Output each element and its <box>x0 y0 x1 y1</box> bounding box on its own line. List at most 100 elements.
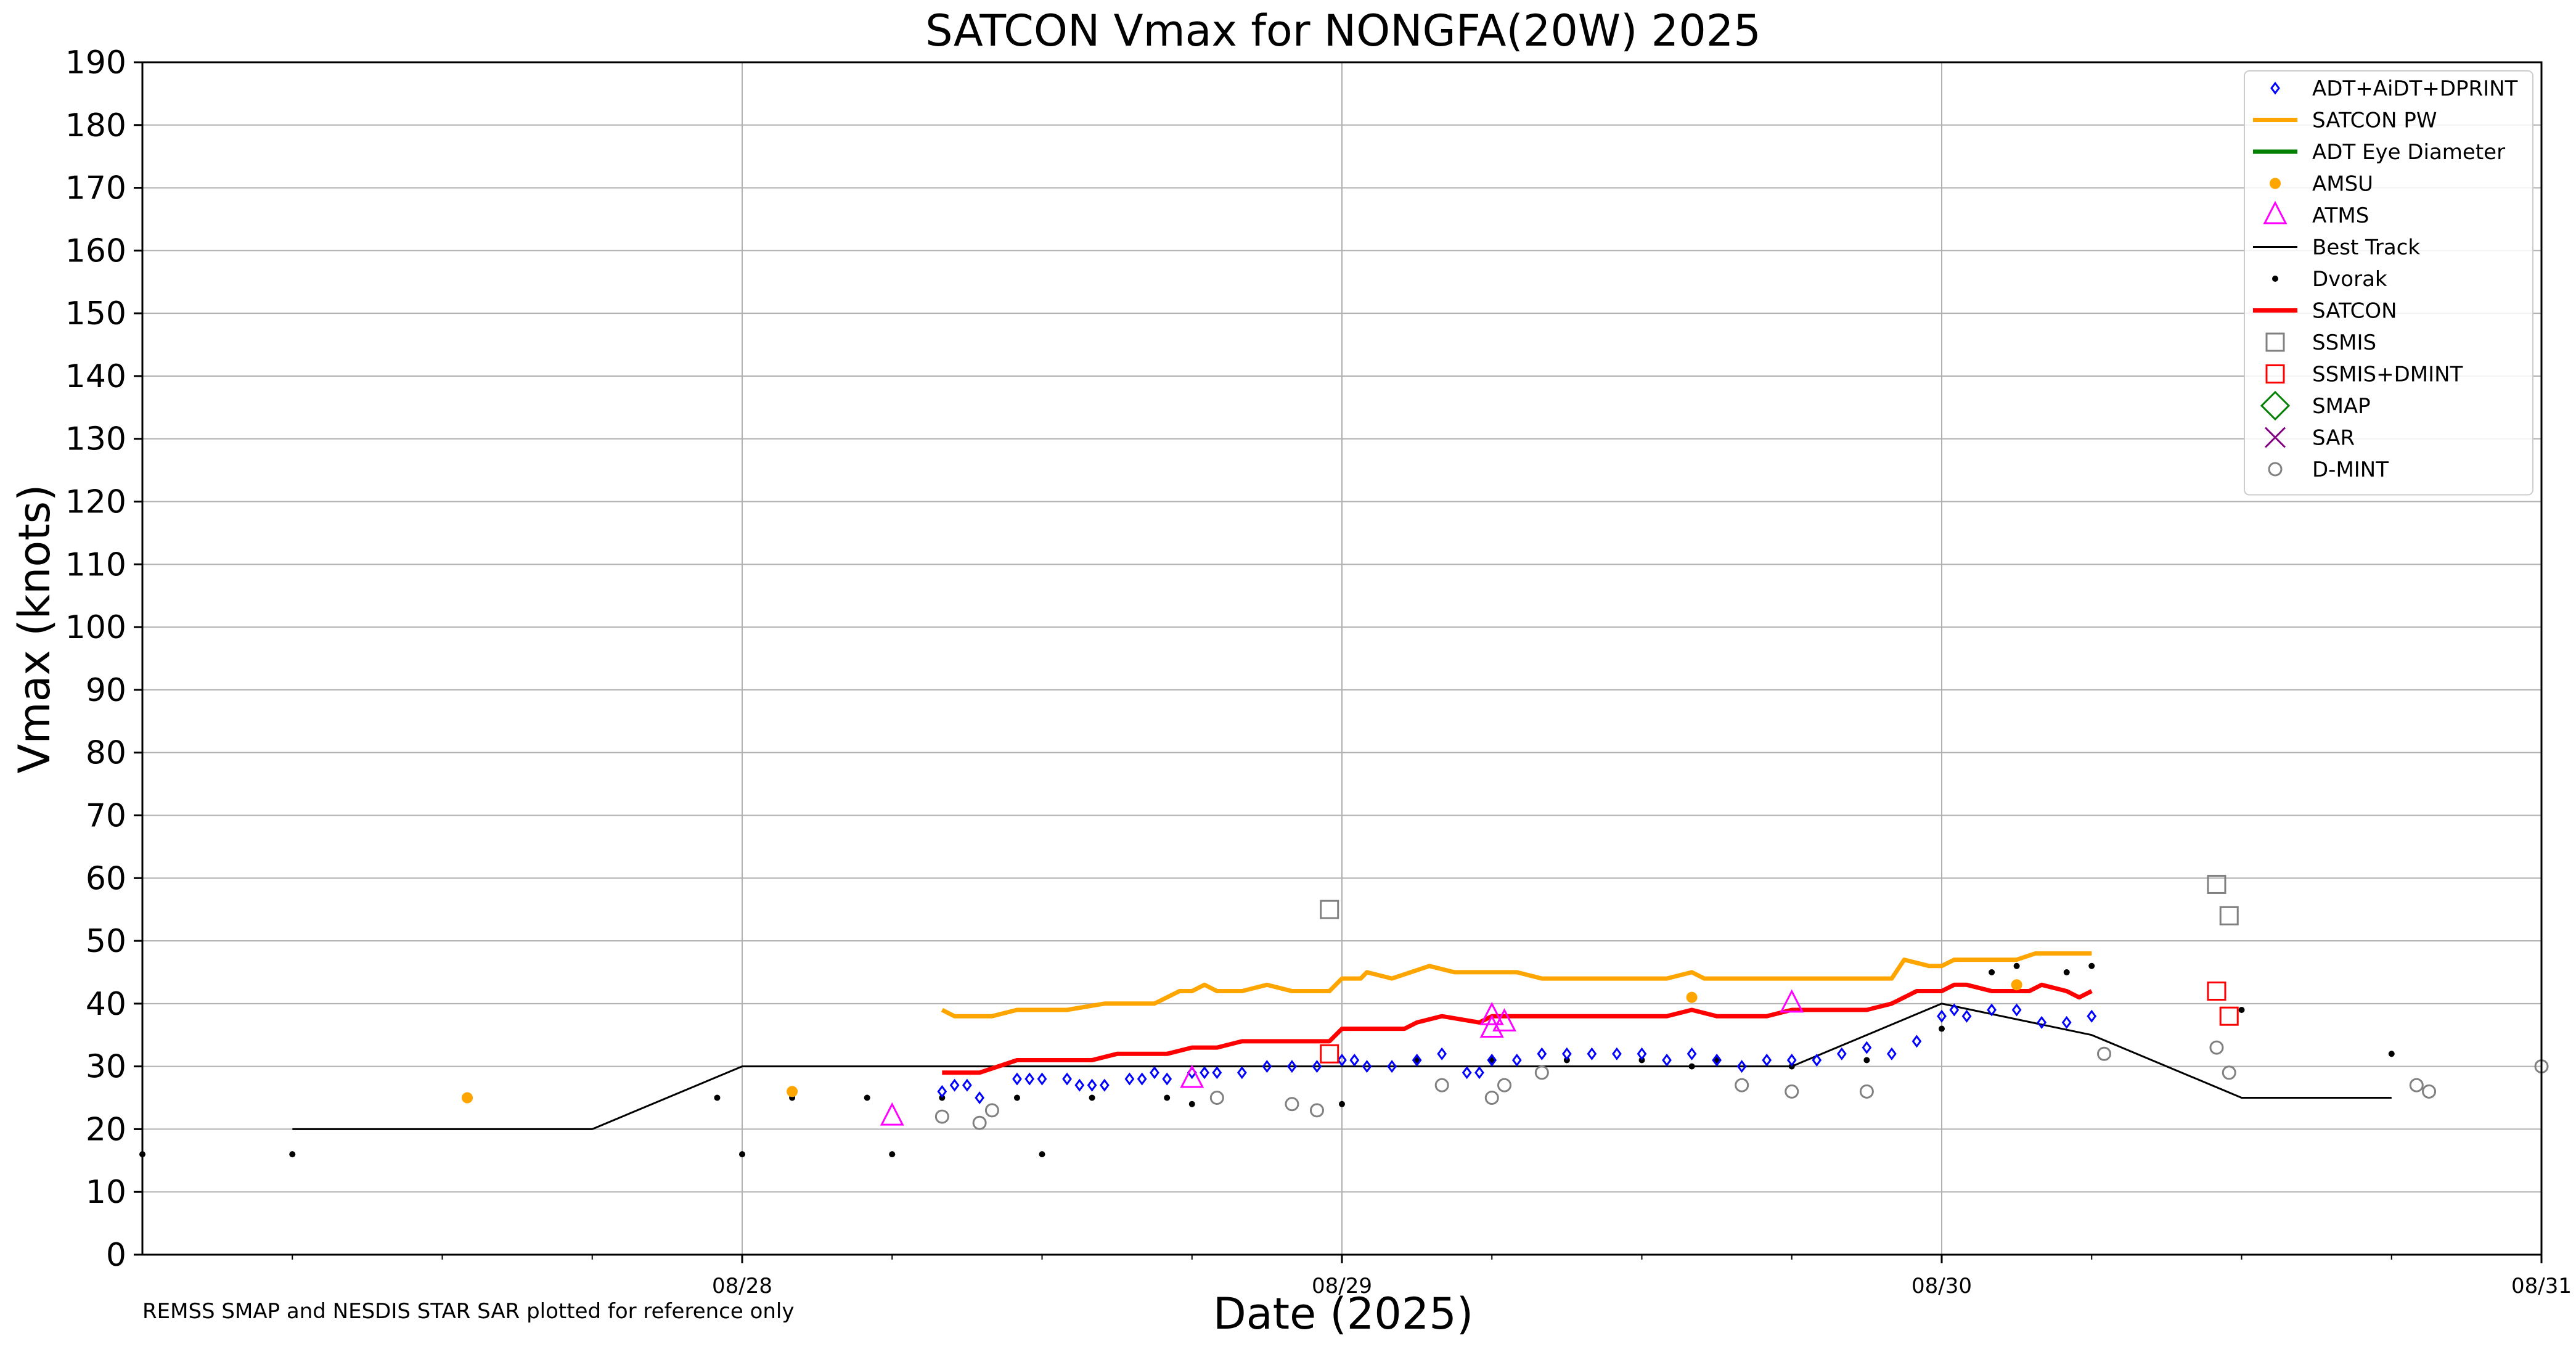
adt-aidt-dprint-point <box>1150 1066 1159 1080</box>
adt-aidt-dprint-point <box>2087 1009 2097 1023</box>
adt-aidt-dprint-point <box>1037 1072 1047 1086</box>
y-tick-label: 130 <box>65 421 126 458</box>
adt-aidt-dprint-point <box>1362 1060 1372 1073</box>
adt-aidt-dprint-point <box>1462 1066 1472 1080</box>
series-d-mint <box>934 1040 2549 1130</box>
y-tick-label: 70 <box>86 797 126 834</box>
d-mint-point <box>2422 1084 2437 1099</box>
atms-point <box>1180 1064 1204 1088</box>
atms-point <box>1479 1001 1504 1025</box>
legend-label: Dvorak <box>2312 267 2387 292</box>
adt-aidt-dprint-point <box>1287 1060 1297 1073</box>
adt-aidt-dprint-point <box>1337 1053 1347 1067</box>
legend-label: ATMS <box>2312 203 2369 228</box>
adt-aidt-dprint-point <box>1937 1009 1947 1023</box>
adt-aidt-dprint-point <box>1349 1053 1360 1067</box>
y-tick-label: 30 <box>86 1049 126 1086</box>
d-mint-point <box>2209 1040 2224 1055</box>
adt-aidt-dprint-point <box>962 1078 972 1092</box>
adt-aidt-dprint-point <box>1961 1009 1972 1023</box>
legend-label: SMAP <box>2312 394 2371 419</box>
legend-item-ssmis-dmint: SSMIS+DMINT <box>2265 363 2463 387</box>
adt-aidt-dprint-point <box>1662 1053 1672 1067</box>
y-tick-label: 80 <box>86 735 126 772</box>
y-tick-label: 40 <box>86 986 126 1023</box>
y-tick-label: 140 <box>65 358 126 395</box>
adt-aidt-dprint-point <box>949 1078 960 1092</box>
adt-aidt-dprint-point <box>1712 1053 1722 1067</box>
atms-point <box>1492 1008 1516 1031</box>
x-axis-label: Date (2025) <box>1213 1289 1473 1339</box>
legend-box <box>2244 70 2533 496</box>
legend-label: ADT Eye Diameter <box>2312 140 2505 165</box>
adt-aidt-dprint-point <box>1474 1066 1484 1080</box>
dvorak-point <box>2238 1007 2245 1014</box>
atms-point <box>1780 989 1804 1013</box>
y-tick-label: 110 <box>65 546 126 583</box>
y-tick-label: 180 <box>65 107 126 144</box>
legend-swatch <box>2264 427 2286 448</box>
legend-item-adt-aidt-dprint: ADT+AiDT+DPRINT <box>2270 76 2518 101</box>
y-tick-label: 160 <box>65 232 126 269</box>
adt-aidt-dprint-point <box>1212 1066 1222 1080</box>
d-mint-point <box>1484 1091 1499 1105</box>
dvorak-point <box>1188 1101 1195 1107</box>
d-mint-point <box>1309 1103 1324 1118</box>
d-mint-point <box>934 1109 949 1124</box>
legend-label: SSMIS <box>2312 330 2376 355</box>
dvorak-point <box>1039 1151 1045 1158</box>
dvorak-point <box>2388 1051 2395 1057</box>
legend-label: ADT+AiDT+DPRINT <box>2312 76 2518 101</box>
adt-aidt-dprint-point <box>1137 1072 1147 1086</box>
legend-label: SAR <box>2312 426 2355 451</box>
y-tick-label: 60 <box>86 860 126 897</box>
d-mint-point <box>2222 1065 2236 1080</box>
dvorak-point <box>864 1094 870 1101</box>
dvorak-point <box>1688 1063 1695 1070</box>
adt-aidt-dprint-point <box>1887 1047 1897 1060</box>
d-mint-point <box>1859 1084 1874 1099</box>
legend-item-satcon: SATCON <box>2253 299 2397 324</box>
legend-item-sar: SAR <box>2264 426 2355 451</box>
y-tick-label: 50 <box>86 923 126 960</box>
adt-aidt-dprint-point <box>1762 1053 1772 1067</box>
adt-aidt-dprint-point <box>1387 1060 1397 1073</box>
y-tick-label: 150 <box>65 295 126 332</box>
legend-swatch <box>2263 200 2288 224</box>
amsu-point <box>2011 979 2022 991</box>
dvorak-point <box>1989 969 1995 975</box>
dvorak-point <box>1939 1025 1945 1032</box>
atms-point <box>1479 1014 1504 1038</box>
adt-aidt-dprint-point <box>1612 1047 1622 1060</box>
d-mint-point <box>1285 1097 1299 1112</box>
legend-item-amsu: AMSU <box>2270 172 2373 197</box>
adt-aidt-dprint-point <box>2061 1015 2072 1029</box>
legend-item-smap: SMAP <box>2260 390 2371 421</box>
satcon-pw-line <box>941 951 2092 1019</box>
series-ssmis-dmint <box>1320 981 2239 1064</box>
legend-item-best-track: Best Track <box>2253 236 2420 260</box>
y-tick-label: 90 <box>86 672 126 709</box>
axis-ticks: 0 10 20 30 40 50 60 70 80 90 100 110 120 130 140 150 160… <box>65 44 2572 1298</box>
series-atms <box>880 989 1804 1126</box>
legend-label: SSMIS+DMINT <box>2312 363 2463 387</box>
dvorak-point <box>2063 969 2070 975</box>
ssmis-point <box>2207 874 2226 894</box>
dvorak-point <box>1863 1057 1870 1064</box>
adt-aidt-dprint-point <box>937 1085 947 1098</box>
adt-aidt-dprint-point <box>1637 1047 1647 1060</box>
dvorak-point <box>1089 1094 1095 1101</box>
amsu-point <box>462 1092 473 1104</box>
adt-aidt-dprint-point <box>1537 1047 1547 1060</box>
best-track-line <box>292 1003 2392 1130</box>
series-amsu <box>462 979 2022 1104</box>
d-mint-point <box>1209 1091 1224 1105</box>
dvorak-point <box>889 1151 896 1158</box>
satcon-line <box>942 982 2093 1075</box>
dvorak-point <box>2013 962 2020 969</box>
d-mint-point <box>1785 1084 1799 1099</box>
legend-swatch <box>2260 390 2291 421</box>
adt-aidt-dprint-point <box>1587 1047 1597 1060</box>
x-tick-label: 08/28 <box>712 1274 772 1298</box>
